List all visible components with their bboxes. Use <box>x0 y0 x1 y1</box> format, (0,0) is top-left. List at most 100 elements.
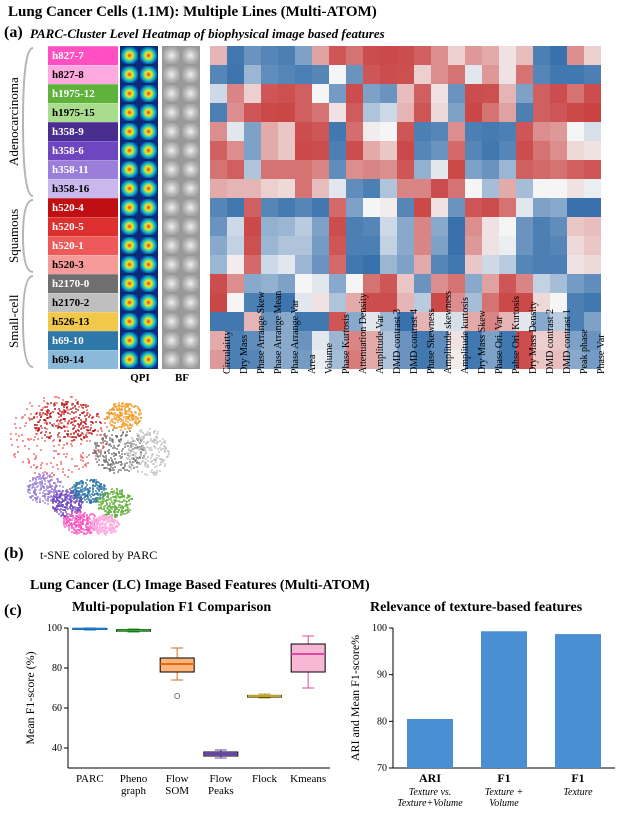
heatmap-row <box>210 179 601 198</box>
cluster-h827-8: h827-8 <box>48 65 118 84</box>
cluster-h358-11: h358-11 <box>48 160 118 179</box>
cluster-h520-3: h520-3 <box>48 255 118 274</box>
svg-text:SOM: SOM <box>165 785 189 797</box>
panel-b-letter: (b) <box>4 545 24 563</box>
heatmap-row <box>210 312 601 331</box>
feature-18: Dry Mass Density <box>528 301 539 374</box>
feature-11: DMD contrast 4 <box>409 309 420 374</box>
svg-text:40: 40 <box>52 743 62 754</box>
feature-1: Dry Mass <box>239 335 250 374</box>
feature-12: Phase Skewness <box>426 309 437 374</box>
panel-b-caption: t-SNE colored by PARC <box>40 548 157 563</box>
qpi-row <box>120 141 158 160</box>
bf-row <box>162 103 200 122</box>
svg-text:F1: F1 <box>497 771 510 785</box>
svg-text:100: 100 <box>372 623 387 634</box>
bf-row <box>162 122 200 141</box>
heatmap-row <box>210 350 601 369</box>
bf-row <box>162 217 200 236</box>
svg-text:Flow: Flow <box>166 773 189 785</box>
svg-text:Volume: Volume <box>489 798 519 809</box>
svg-text:graph: graph <box>121 785 147 797</box>
heatmap-row <box>210 198 601 217</box>
qpi-row <box>120 274 158 293</box>
feature-9: Amplitude Var <box>375 315 386 374</box>
bf-row <box>162 179 200 198</box>
feature-13: Amplitude skewness <box>443 291 454 374</box>
feature-22: Phase Var <box>596 334 607 374</box>
bf-row <box>162 255 200 274</box>
figure-title: Lung Cancer Cells (1.1M): Multiple Lines… <box>8 4 377 21</box>
svg-text:60: 60 <box>52 703 62 714</box>
svg-text:Texture+Volume: Texture+Volume <box>397 798 463 809</box>
boxplot: 406080100PARCPhenographFlowSOMFlowPeaksF… <box>20 618 340 828</box>
svg-text:90: 90 <box>377 670 387 681</box>
qpi-row <box>120 293 158 312</box>
cluster-h520-1: h520-1 <box>48 236 118 255</box>
qpi-row <box>120 65 158 84</box>
heatmap-row <box>210 46 601 65</box>
heatmap <box>210 46 601 369</box>
svg-text:Flow: Flow <box>210 773 233 785</box>
svg-text:Texture +: Texture + <box>485 787 524 798</box>
cluster-h520-5: h520-5 <box>48 217 118 236</box>
bf-thumbs <box>162 46 200 369</box>
side-groups: AdenocarcinomaSquamousSmall-cell <box>6 46 36 376</box>
panel-a-subtitle: PARC-Cluster Level Heatmap of biophysica… <box>30 26 385 42</box>
cluster-h358-6: h358-6 <box>48 141 118 160</box>
feature-4: Phase Arrange Var <box>290 300 301 374</box>
qpi-row <box>120 160 158 179</box>
cluster-h2170-0: h2170-0 <box>48 274 118 293</box>
group-label-adenocarcinoma: Adenocarcinoma <box>6 46 20 198</box>
svg-text:ARI and Mean F1-score%: ARI and Mean F1-score% <box>348 635 362 761</box>
svg-text:PARC: PARC <box>76 773 104 785</box>
feature-2: Phase Arrange Skew <box>256 291 267 374</box>
qpi-row <box>120 312 158 331</box>
heatmap-row <box>210 103 601 122</box>
qpi-row <box>120 198 158 217</box>
feature-14: Amplitude kurtosis <box>460 297 471 374</box>
heatmap-row <box>210 84 601 103</box>
heatmap-row <box>210 141 601 160</box>
panel-c-left-title: Multi-population F1 Comparison <box>72 600 271 616</box>
feature-0: Circulairty <box>222 331 233 374</box>
qpi-row <box>120 255 158 274</box>
bf-row <box>162 312 200 331</box>
qpi-thumbs <box>120 46 158 369</box>
heatmap-row <box>210 255 601 274</box>
feature-16: Phase Ori. Var <box>494 316 505 374</box>
qpi-row <box>120 179 158 198</box>
heatmap-row <box>210 160 601 179</box>
cluster-h2170-2: h2170-2 <box>48 293 118 312</box>
feature-3: Phase Arrange Mean <box>273 291 284 374</box>
feature-8: Attenuation Density <box>358 293 369 374</box>
bf-row <box>162 236 200 255</box>
qpi-row <box>120 46 158 65</box>
svg-text:Texture: Texture <box>563 787 593 798</box>
qpi-row <box>120 350 158 369</box>
svg-text:F1: F1 <box>571 771 584 785</box>
qpi-row <box>120 84 158 103</box>
bf-row <box>162 141 200 160</box>
qpi-row <box>120 103 158 122</box>
cluster-h827-7: h827-7 <box>48 46 118 65</box>
svg-text:Kmeans: Kmeans <box>290 773 326 785</box>
bf-label: BF <box>162 372 202 384</box>
svg-text:70: 70 <box>377 763 387 774</box>
bf-row <box>162 274 200 293</box>
bf-row <box>162 293 200 312</box>
panel-b-title: Lung Cancer (LC) Image Based Features (M… <box>30 578 370 594</box>
heatmap-row <box>210 236 601 255</box>
panel-a-letter: (a) <box>4 24 23 42</box>
bf-row <box>162 160 200 179</box>
qpi-row <box>120 217 158 236</box>
feature-10: DMD contrast 3 <box>392 309 403 374</box>
feature-20: DMD contrast 1 <box>562 309 573 374</box>
svg-text:ARI: ARI <box>419 771 441 785</box>
cluster-h1975-15: h1975-15 <box>48 103 118 122</box>
svg-text:80: 80 <box>52 663 62 674</box>
heatmap-row <box>210 331 601 350</box>
panel-c-right-title: Relevance of texture-based features <box>370 600 582 616</box>
tsne-plot <box>18 390 188 540</box>
qpi-label: QPI <box>120 372 160 384</box>
